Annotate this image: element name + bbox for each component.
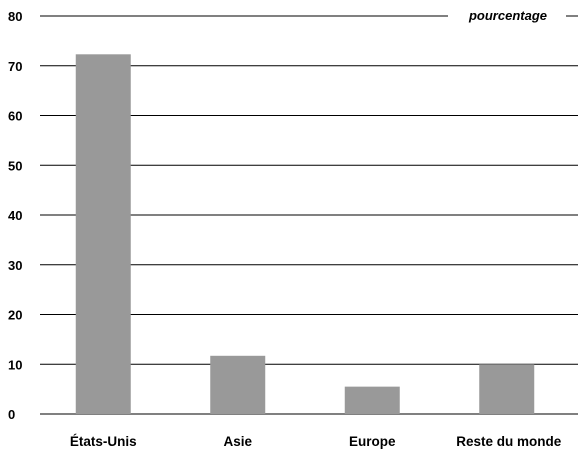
x-category-label: Europe — [349, 434, 396, 449]
bar-3 — [344, 386, 400, 414]
y-tick-label: 80 — [8, 9, 22, 24]
bars — [75, 54, 535, 415]
bar-4 — [479, 364, 535, 414]
y-tick-label: 0 — [8, 407, 15, 422]
y-axis-ticks: 0 10 20 30 40 50 60 70 80 — [8, 9, 22, 422]
unit-label: pourcentage — [468, 8, 547, 23]
x-category-label: Asie — [223, 434, 252, 449]
x-category-label: États-Unis — [70, 434, 137, 449]
bar-1 — [75, 54, 131, 415]
y-tick-label: 60 — [8, 109, 22, 124]
x-category-label: Reste du monde — [456, 434, 562, 449]
y-tick-label: 20 — [8, 308, 22, 323]
bar-2 — [210, 355, 266, 414]
y-tick-label: 70 — [8, 59, 22, 74]
y-tick-label: 30 — [8, 258, 22, 273]
x-axis-categories: États-Unis Asie Europe Reste du monde — [70, 434, 562, 449]
y-tick-label: 50 — [8, 158, 22, 173]
y-tick-label: 10 — [8, 357, 22, 372]
y-tick-label: 40 — [8, 208, 22, 223]
